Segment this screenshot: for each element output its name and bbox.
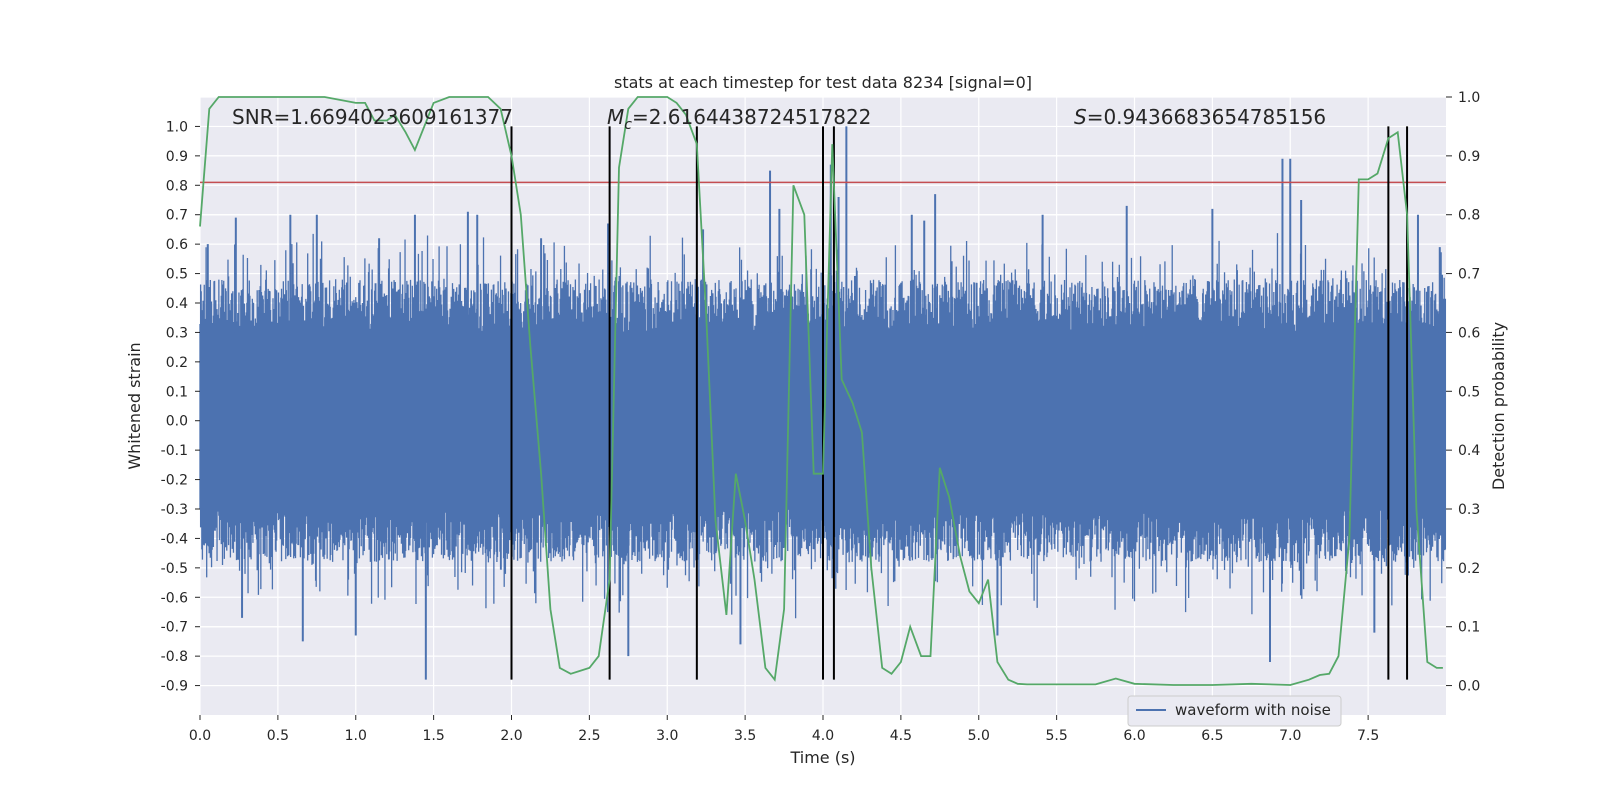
y-tick-label-left: 0.1 — [166, 384, 188, 400]
y-tick-label-right: 1.0 — [1458, 90, 1480, 106]
x-tick-label: 6.0 — [1123, 728, 1145, 744]
x-axis-ticks: 0.0 0.5 1.0 1.5 2.0 2.5 3.0 3.5 4.0 4.5 5.0 5.5 6.0 6… — [189, 715, 1379, 744]
y-tick-label-right: 0.8 — [1458, 208, 1480, 224]
x-tick-label: 5.0 — [968, 728, 990, 744]
x-tick-label: 5.5 — [1045, 728, 1067, 744]
s-annotation: S=0.9436683654785156 — [1074, 105, 1326, 129]
legend-box — [1127, 695, 1342, 727]
y-tick-label-right: 0.4 — [1458, 443, 1480, 459]
y-tick-label-left: 0.9 — [166, 149, 188, 165]
y-axis-right-label: Detection probability — [1489, 322, 1508, 490]
legend: waveform with noise — [1127, 695, 1342, 727]
chirp-mass-subscript: c — [624, 117, 632, 133]
y-tick-label-right: 0.9 — [1458, 149, 1480, 165]
y-tick-label-left: 0.8 — [166, 178, 188, 194]
chart-title: stats at each timestep for test data 823… — [614, 73, 1032, 92]
x-tick-label: 2.0 — [500, 728, 522, 744]
y-tick-label-left: -0.6 — [161, 590, 188, 606]
x-tick-label: 4.5 — [890, 728, 912, 744]
s-symbol: S — [1074, 105, 1087, 129]
y-tick-label-left: -0.3 — [161, 502, 188, 518]
y-tick-label-right: 0.5 — [1458, 384, 1480, 400]
x-tick-label: 4.0 — [812, 728, 834, 744]
y-tick-label-right: 0.3 — [1458, 502, 1480, 518]
y-tick-label-left: -0.1 — [161, 443, 188, 459]
y-tick-label-left: -0.8 — [161, 649, 188, 665]
x-tick-label: 1.5 — [422, 728, 444, 744]
y-tick-label-left: 0.6 — [166, 237, 188, 253]
y-tick-label-right: 0.6 — [1458, 325, 1480, 341]
x-tick-label: 2.5 — [578, 728, 600, 744]
x-tick-label: 0.5 — [267, 728, 289, 744]
chirp-mass-symbol: M — [607, 105, 624, 129]
x-tick-label: 1.0 — [345, 728, 367, 744]
snr-annotation: SNR=1.6694023609161377 — [232, 105, 513, 129]
y-tick-label-left: 0.4 — [166, 296, 188, 312]
y-tick-label-left: -0.7 — [161, 620, 188, 636]
y-tick-label-right: 0.0 — [1458, 679, 1480, 695]
y-tick-label-left: 0.2 — [166, 355, 188, 371]
x-axis-label: Time (s) — [789, 748, 855, 767]
y-tick-label-left: 1.0 — [166, 119, 188, 135]
y-tick-label-left: -0.9 — [161, 679, 188, 695]
y-tick-label-left: -0.4 — [161, 531, 188, 547]
y-tick-label-left: -0.5 — [161, 561, 188, 577]
x-tick-label: 3.0 — [656, 728, 678, 744]
y-tick-label-right: 0.7 — [1458, 267, 1480, 283]
y-axis-left-label: Whitened strain — [125, 342, 144, 469]
y-axis-right-ticks: 1.0 0.9 0.8 0.7 0.6 0.5 0.4 0.3 0.2 0.1 0.0 — [1446, 90, 1480, 695]
y-axis-left-ticks: 1.0 0.9 0.8 0.7 0.6 0.5 0.4 0.3 0.2 0.1 0.0 -0.1 -0.… — [161, 119, 200, 695]
chirp-mass-value: =2.6164438724517822 — [632, 105, 871, 129]
y-tick-label-left: 0.0 — [166, 414, 188, 430]
chirp-mass-annotation: Mc=2.6164438724517822 — [607, 105, 871, 133]
y-tick-label-left: 0.3 — [166, 325, 188, 341]
y-tick-label-right: 0.2 — [1458, 561, 1480, 577]
y-tick-label-left: -0.2 — [161, 473, 188, 489]
y-tick-label-left: 0.7 — [166, 208, 188, 224]
legend-label-waveform: waveform with noise — [1175, 701, 1331, 719]
x-tick-label: 0.0 — [189, 728, 211, 744]
x-tick-label: 7.5 — [1357, 728, 1379, 744]
x-tick-label: 3.5 — [734, 728, 756, 744]
x-tick-label: 6.5 — [1201, 728, 1223, 744]
detection-probability-line — [199, 96, 1443, 686]
y-tick-label-left: 0.5 — [166, 267, 188, 283]
s-value: =0.9436683654785156 — [1087, 105, 1326, 129]
x-tick-label: 7.0 — [1279, 728, 1301, 744]
y-tick-label-right: 0.1 — [1458, 620, 1480, 636]
